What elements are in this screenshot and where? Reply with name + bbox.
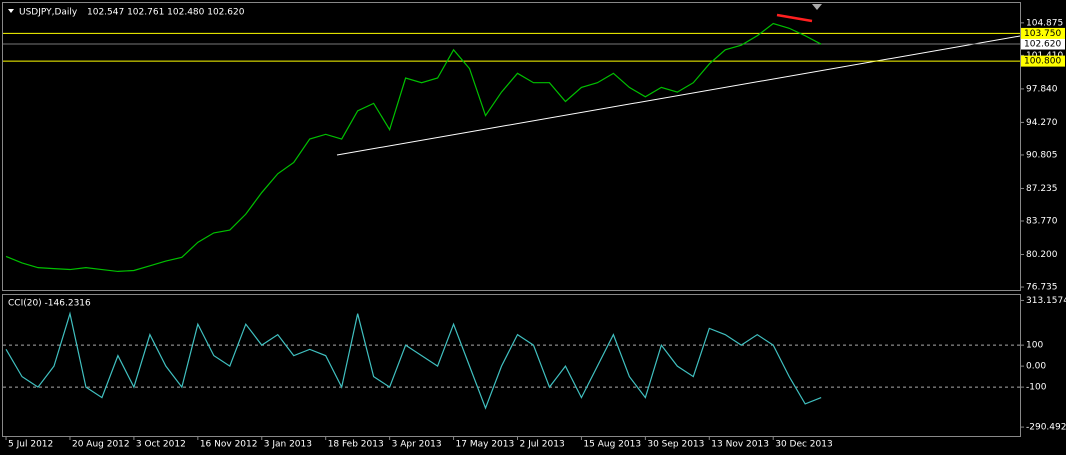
x-tick-label: 2 Jul 2013 (519, 440, 564, 450)
level-label-box (1021, 38, 1065, 50)
y-tick-label: 76.735 (1026, 283, 1058, 293)
menu-arrow[interactable] (8, 9, 14, 13)
price-panel (2, 2, 1021, 291)
level-label: 102.620 (1024, 40, 1061, 50)
x-tick-label: 3 Apr 2013 (392, 440, 442, 450)
y-tick-label: -100 (1026, 383, 1047, 393)
cci-panel (2, 294, 1021, 437)
y-tick-label: 104.875 (1026, 18, 1063, 28)
x-tick-label: 3 Oct 2012 (136, 440, 186, 450)
x-tick-label: 30 Dec 2013 (775, 440, 833, 450)
level-label-box (1021, 55, 1065, 67)
x-tick-label: 5 Jul 2012 (8, 440, 53, 450)
series-line (5, 22, 822, 273)
y-tick-label: 87.235 (1026, 184, 1058, 194)
shift-marker (812, 4, 822, 10)
x-tick-label: 18 Feb 2013 (328, 440, 384, 450)
y-tick-label: 83.770 (1026, 216, 1058, 226)
chart-title: USDJPY,Daily (19, 8, 78, 18)
y-tick-label: 94.270 (1026, 118, 1058, 128)
y-tick-label: 80.200 (1026, 250, 1058, 260)
x-tick-label: 30 Sep 2013 (647, 440, 704, 450)
y-tick-label: 90.805 (1026, 150, 1058, 160)
x-tick-label: 15 Aug 2013 (583, 440, 641, 450)
y-tick-label: 97.840 (1026, 84, 1058, 94)
red-line (776, 13, 813, 23)
trend-line (336, 35, 1021, 156)
y-tick-label: 100 (1026, 341, 1043, 351)
x-tick-label: 3 Jan 2013 (264, 440, 312, 450)
level-label-box (1021, 27, 1065, 39)
level-label: 103.750 (1024, 29, 1061, 39)
y-tick-label: 313.1574 (1026, 296, 1066, 306)
x-tick-label: 17 May 2013 (456, 440, 515, 450)
x-tick-label: 16 Nov 2012 (200, 440, 258, 450)
ohlc-info: 102.547 102.761 102.480 102.620 (87, 8, 245, 18)
indicator-title: CCI(20) -146.2316 (8, 299, 91, 309)
y-tick-label: 0.00 (1026, 362, 1046, 372)
x-tick-label: 20 Aug 2012 (72, 440, 130, 450)
series-line (5, 311, 822, 410)
x-tick-label: 13 Nov 2013 (711, 440, 769, 450)
level-label: 100.800 (1024, 57, 1061, 67)
